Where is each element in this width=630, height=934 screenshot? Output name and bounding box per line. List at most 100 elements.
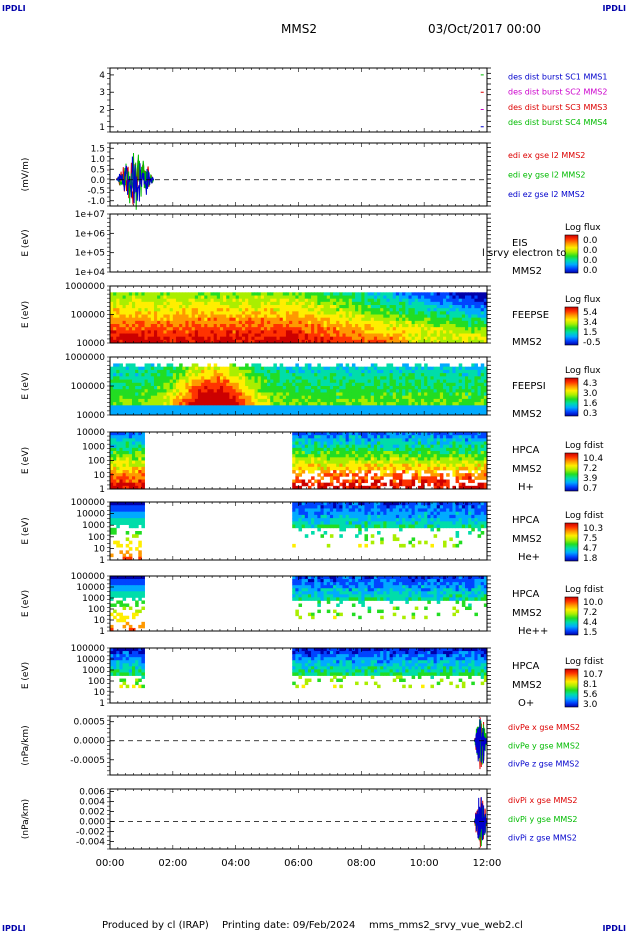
spectrogram-cell bbox=[361, 308, 365, 312]
spectrogram-cell bbox=[260, 336, 265, 341]
spectrogram-cell bbox=[163, 373, 167, 377]
colorbar-label: 3.4 bbox=[583, 318, 598, 328]
spectrogram-cell bbox=[292, 435, 296, 439]
spectrogram-cell bbox=[201, 317, 205, 322]
spectrogram-cell bbox=[122, 386, 127, 390]
spectrogram-cell bbox=[213, 369, 218, 374]
spectrogram-cell bbox=[367, 389, 372, 393]
spectrogram-cell bbox=[298, 305, 303, 309]
spectrogram-cell bbox=[314, 336, 318, 341]
spectrogram-cell bbox=[408, 369, 412, 374]
spectrogram-cell bbox=[232, 376, 237, 380]
spectrogram-cell bbox=[389, 366, 394, 371]
spectrogram-cell bbox=[241, 324, 246, 328]
spectrogram-cell bbox=[465, 386, 469, 390]
spectrogram-cell bbox=[392, 402, 397, 406]
spectrogram-cell bbox=[304, 330, 309, 334]
spectrogram-cell bbox=[125, 379, 130, 384]
spectrogram-cell bbox=[336, 301, 340, 306]
spectrogram-cell bbox=[125, 482, 130, 487]
spectrogram-cell bbox=[389, 330, 394, 334]
spectrogram-cell bbox=[367, 402, 372, 406]
spectrogram-cell bbox=[383, 305, 387, 309]
spectrogram-cell bbox=[273, 405, 277, 409]
spectrogram-cell bbox=[232, 395, 237, 400]
spectrogram-cell bbox=[411, 330, 416, 334]
spectrogram-cell bbox=[436, 395, 441, 400]
spectrogram-cell bbox=[452, 308, 456, 312]
spectrogram-cell bbox=[336, 444, 340, 449]
spectrogram-cell bbox=[480, 333, 485, 338]
spectrogram-cell bbox=[424, 411, 428, 416]
spectrogram-cell bbox=[351, 402, 356, 406]
spectrogram-cell bbox=[235, 333, 240, 338]
spectrogram-cell bbox=[395, 336, 400, 341]
spectrogram-cell bbox=[166, 324, 171, 328]
spectrogram-cell bbox=[326, 336, 331, 341]
spectrogram-cell bbox=[380, 386, 384, 390]
spectrogram-cell bbox=[333, 373, 337, 377]
spectrogram-cell bbox=[314, 463, 318, 468]
spectrogram-cell bbox=[282, 305, 287, 309]
spectrogram-cell bbox=[439, 411, 444, 416]
spectrogram-cell bbox=[345, 336, 350, 341]
spectrogram-cell bbox=[436, 333, 441, 338]
spectrogram-cell bbox=[417, 376, 422, 380]
spectrogram-cell bbox=[292, 402, 296, 406]
spectrogram-cell bbox=[389, 369, 394, 374]
spectrogram-cell bbox=[386, 336, 391, 341]
spectrogram-cell bbox=[421, 308, 425, 312]
spectrogram-cell bbox=[128, 369, 133, 374]
spectrogram-cell bbox=[402, 324, 406, 328]
spectrogram-cell bbox=[128, 457, 133, 461]
spectrogram-cell bbox=[468, 295, 472, 300]
spectrogram-cell bbox=[468, 336, 472, 341]
spectrogram-cell bbox=[452, 314, 456, 319]
spectrogram-cell bbox=[144, 395, 149, 400]
spectrogram-cell bbox=[446, 408, 450, 413]
spectrogram-cell bbox=[421, 402, 425, 406]
spectrogram-cell bbox=[241, 405, 246, 409]
spectrogram-cell bbox=[458, 330, 463, 334]
spectrogram-cell bbox=[336, 295, 340, 300]
spectrogram-cell bbox=[361, 402, 365, 406]
spectrogram-cell bbox=[122, 411, 127, 416]
spectrogram-cell bbox=[226, 311, 230, 315]
spectrogram-cell bbox=[210, 295, 215, 300]
spectrogram-cell bbox=[348, 457, 353, 461]
spectrogram-cell bbox=[430, 301, 434, 306]
spectrogram-cell bbox=[270, 376, 274, 380]
spectrogram-cell bbox=[223, 398, 227, 403]
spectrogram-cell bbox=[395, 324, 400, 328]
spectrogram-cell bbox=[474, 363, 478, 368]
spectrogram-cell bbox=[226, 402, 230, 406]
spectrogram-cell bbox=[110, 382, 114, 387]
spectrogram-cell bbox=[248, 320, 252, 325]
spectrogram-cell bbox=[314, 457, 318, 461]
spectrogram-cell bbox=[160, 317, 164, 322]
spectrogram-cell bbox=[317, 451, 321, 455]
spectrogram-cell bbox=[333, 432, 337, 436]
spectrogram-cell bbox=[238, 408, 243, 413]
spectrogram-cell bbox=[213, 382, 218, 387]
spectrogram-cell bbox=[311, 470, 315, 474]
spectrogram-cell bbox=[113, 327, 117, 331]
spectrogram-cell bbox=[289, 408, 293, 413]
spectrogram-cell bbox=[399, 392, 403, 397]
spectrogram-cell bbox=[311, 438, 315, 442]
spectrogram-cell bbox=[169, 392, 174, 397]
spectrogram-cell bbox=[260, 405, 265, 409]
spectrogram-cell bbox=[455, 389, 460, 393]
spectrogram-cell bbox=[351, 408, 356, 413]
spectrogram-cell bbox=[301, 330, 306, 334]
spectrogram-cell bbox=[323, 366, 328, 371]
spectrogram-cell bbox=[245, 327, 249, 331]
spectrogram-cell bbox=[339, 444, 343, 449]
spectrogram-cell bbox=[182, 395, 186, 400]
spectrogram-cell bbox=[471, 382, 475, 387]
spectrogram-cell bbox=[402, 379, 406, 384]
spectrogram-cell bbox=[157, 330, 161, 334]
spectrogram-cell bbox=[141, 398, 145, 403]
spectrogram-cell bbox=[414, 382, 419, 387]
spectrogram-cell bbox=[223, 373, 227, 377]
